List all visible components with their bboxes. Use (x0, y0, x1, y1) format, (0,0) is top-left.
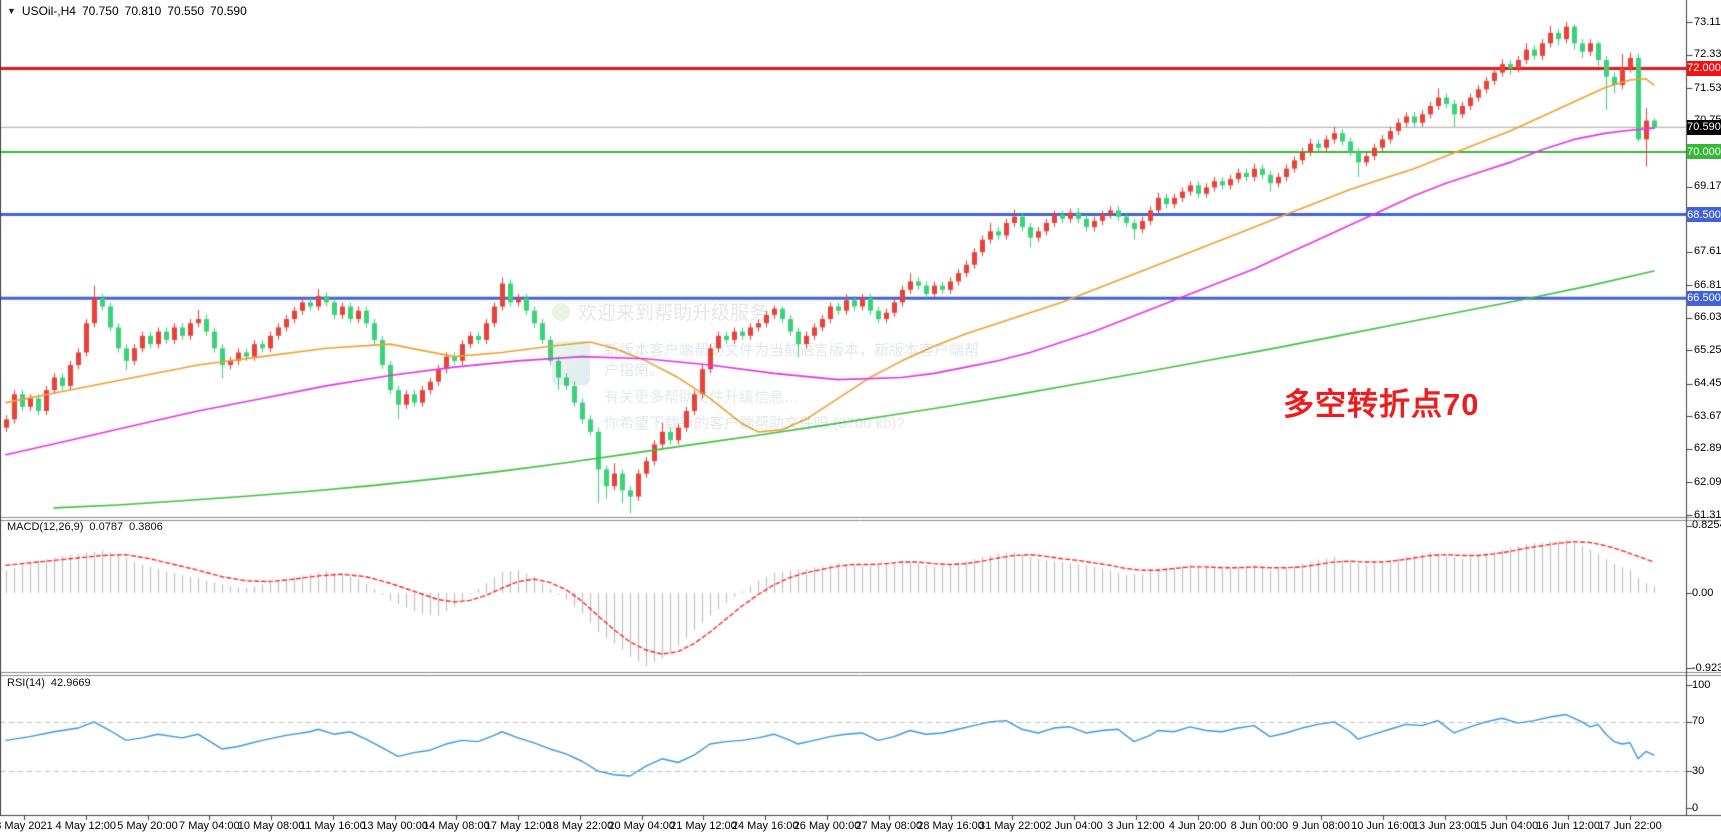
time-tick-label: 14 May 08:00 (423, 820, 490, 832)
macd-tick-label: -0.9234 (1692, 661, 1721, 674)
watermark-line: 新版本客户端帮助文件为当前语言版本，新版本客户端帮 (604, 342, 980, 359)
ohlc-close: 70.590 (210, 4, 247, 18)
time-tick-label: 4 Jun 20:00 (1168, 820, 1227, 832)
rsi-value: 42.9669 (50, 677, 91, 689)
macd-name: MACD(12,26,9) (7, 521, 84, 533)
macd-label: MACD(12,26,9) 0.0787 0.3806 (7, 521, 163, 533)
time-tick-label: 2 Jun 04:00 (1045, 820, 1103, 832)
time-tick-label: 26 May 00:00 (793, 820, 861, 832)
time-tick-label: 10 Jun 16:00 (1351, 820, 1415, 832)
price-tick-label: 61.310 (1694, 508, 1721, 521)
annotation-text: 多空转折点70 (1283, 387, 1480, 422)
time-tick-label: 27 May 08:00 (855, 820, 923, 832)
price-tick-label: 64.450 (1694, 377, 1721, 390)
price-tick-label: 72.330 (1694, 48, 1721, 61)
watermark-link: 有关更多帮助文件升级信息… (604, 388, 800, 406)
symbol-name: USOil-,H4 (21, 4, 76, 18)
rsi-tick-label: 70 (1692, 715, 1705, 728)
price-badge-70590: 70.590 (1687, 119, 1721, 135)
help-upgrade-icon (552, 302, 570, 321)
rsi-tick-label: 100 (1692, 678, 1711, 691)
time-tick-label: 17 Jun 22:00 (1598, 820, 1662, 832)
price-badge-68500: 68.500 (1687, 207, 1721, 223)
time-tick-label: 16 Jun 12:00 (1536, 820, 1601, 832)
price-badge-70000: 70.000 (1687, 144, 1721, 160)
time-tick-label: 7 May 04:00 (179, 820, 240, 832)
time-tick-label: 11 May 16:00 (299, 820, 366, 832)
ohlc-low: 70.550 (167, 4, 205, 18)
rsi-label: RSI(14) 42.9669 (7, 677, 91, 689)
time-tick-label: 9 Jun 08:00 (1292, 820, 1350, 832)
price-tick-label: 71.530 (1694, 81, 1721, 94)
time-tick-label: 13 May 00:00 (361, 820, 428, 832)
time-tick-label: 24 May 16:00 (731, 820, 799, 832)
rsi-tick-label: 30 (1692, 764, 1705, 777)
rsi-tick-label: 0 (1692, 801, 1699, 814)
watermark-line: 你希望下载新的客户端帮助文件吗 (8700 kb)? (604, 414, 905, 432)
price-tick-label: 62.090 (1694, 475, 1721, 488)
time-tick-label: 13 Jun 23:00 (1412, 820, 1477, 832)
price-tick-label: 67.610 (1694, 245, 1721, 258)
macd-tick-label: 0.8254 (1692, 519, 1721, 532)
watermark-title: 欢迎来到帮助升级服务 (578, 303, 769, 324)
price-tick-label: 63.670 (1694, 409, 1721, 422)
time-tick-label: 21 May 12:00 (670, 820, 737, 832)
time-tick-label: 20 May 04:00 (608, 820, 676, 832)
macd-tick-label: 0.00 (1692, 586, 1714, 599)
time-tick-label: 10 May 08:00 (237, 820, 305, 832)
price-tick-label: 73.110 (1694, 15, 1721, 28)
ohlc-high: 70.810 (124, 4, 162, 18)
ohlc-open: 70.750 (81, 4, 119, 18)
watermark-line: 户指南。 (604, 362, 665, 380)
time-tick-label: 18 May 22:00 (546, 820, 614, 832)
time-tick-label: 3 May 2021 (0, 820, 53, 832)
rsi-name: RSI(14) (7, 677, 45, 689)
terminal-icon (552, 341, 590, 385)
time-tick-label: 8 Jun 00:00 (1230, 820, 1289, 832)
time-tick-label: 3 Jun 12:00 (1107, 820, 1165, 832)
price-tick-label: 69.170 (1694, 180, 1721, 193)
time-tick-label: 17 May 12:00 (484, 820, 552, 832)
price-tick-label: 66.030 (1694, 311, 1721, 324)
macd-signal-value: 0.3806 (129, 521, 163, 533)
time-tick-label: 15 Jun 04:00 (1474, 820, 1539, 832)
time-tick-label: 31 May 22:00 (978, 820, 1046, 832)
price-tick-label: 65.250 (1694, 343, 1721, 356)
time-tick-label: 4 May 12:00 (55, 820, 117, 832)
watermark-dialog: 欢迎来到帮助升级服务 新版本客户端帮助文件为当前语言版本，新版本客户端帮 户指南… (552, 298, 1032, 434)
price-tick-label: 66.810 (1694, 278, 1721, 291)
macd-main-value: 0.0787 (89, 521, 124, 533)
price-badge-66500: 66.500 (1687, 290, 1721, 306)
price-tick-label: 62.890 (1694, 442, 1721, 455)
symbol-title-bar: ▼ USOil-,H4 70.750 70.810 70.550 70.590 (7, 4, 247, 18)
symbol-expander-icon[interactable]: ▼ (7, 6, 16, 16)
price-badge-72000: 72.000 (1687, 60, 1721, 76)
time-tick-label: 5 May 20:00 (117, 820, 178, 832)
time-tick-label: 28 May 16:00 (917, 820, 984, 832)
